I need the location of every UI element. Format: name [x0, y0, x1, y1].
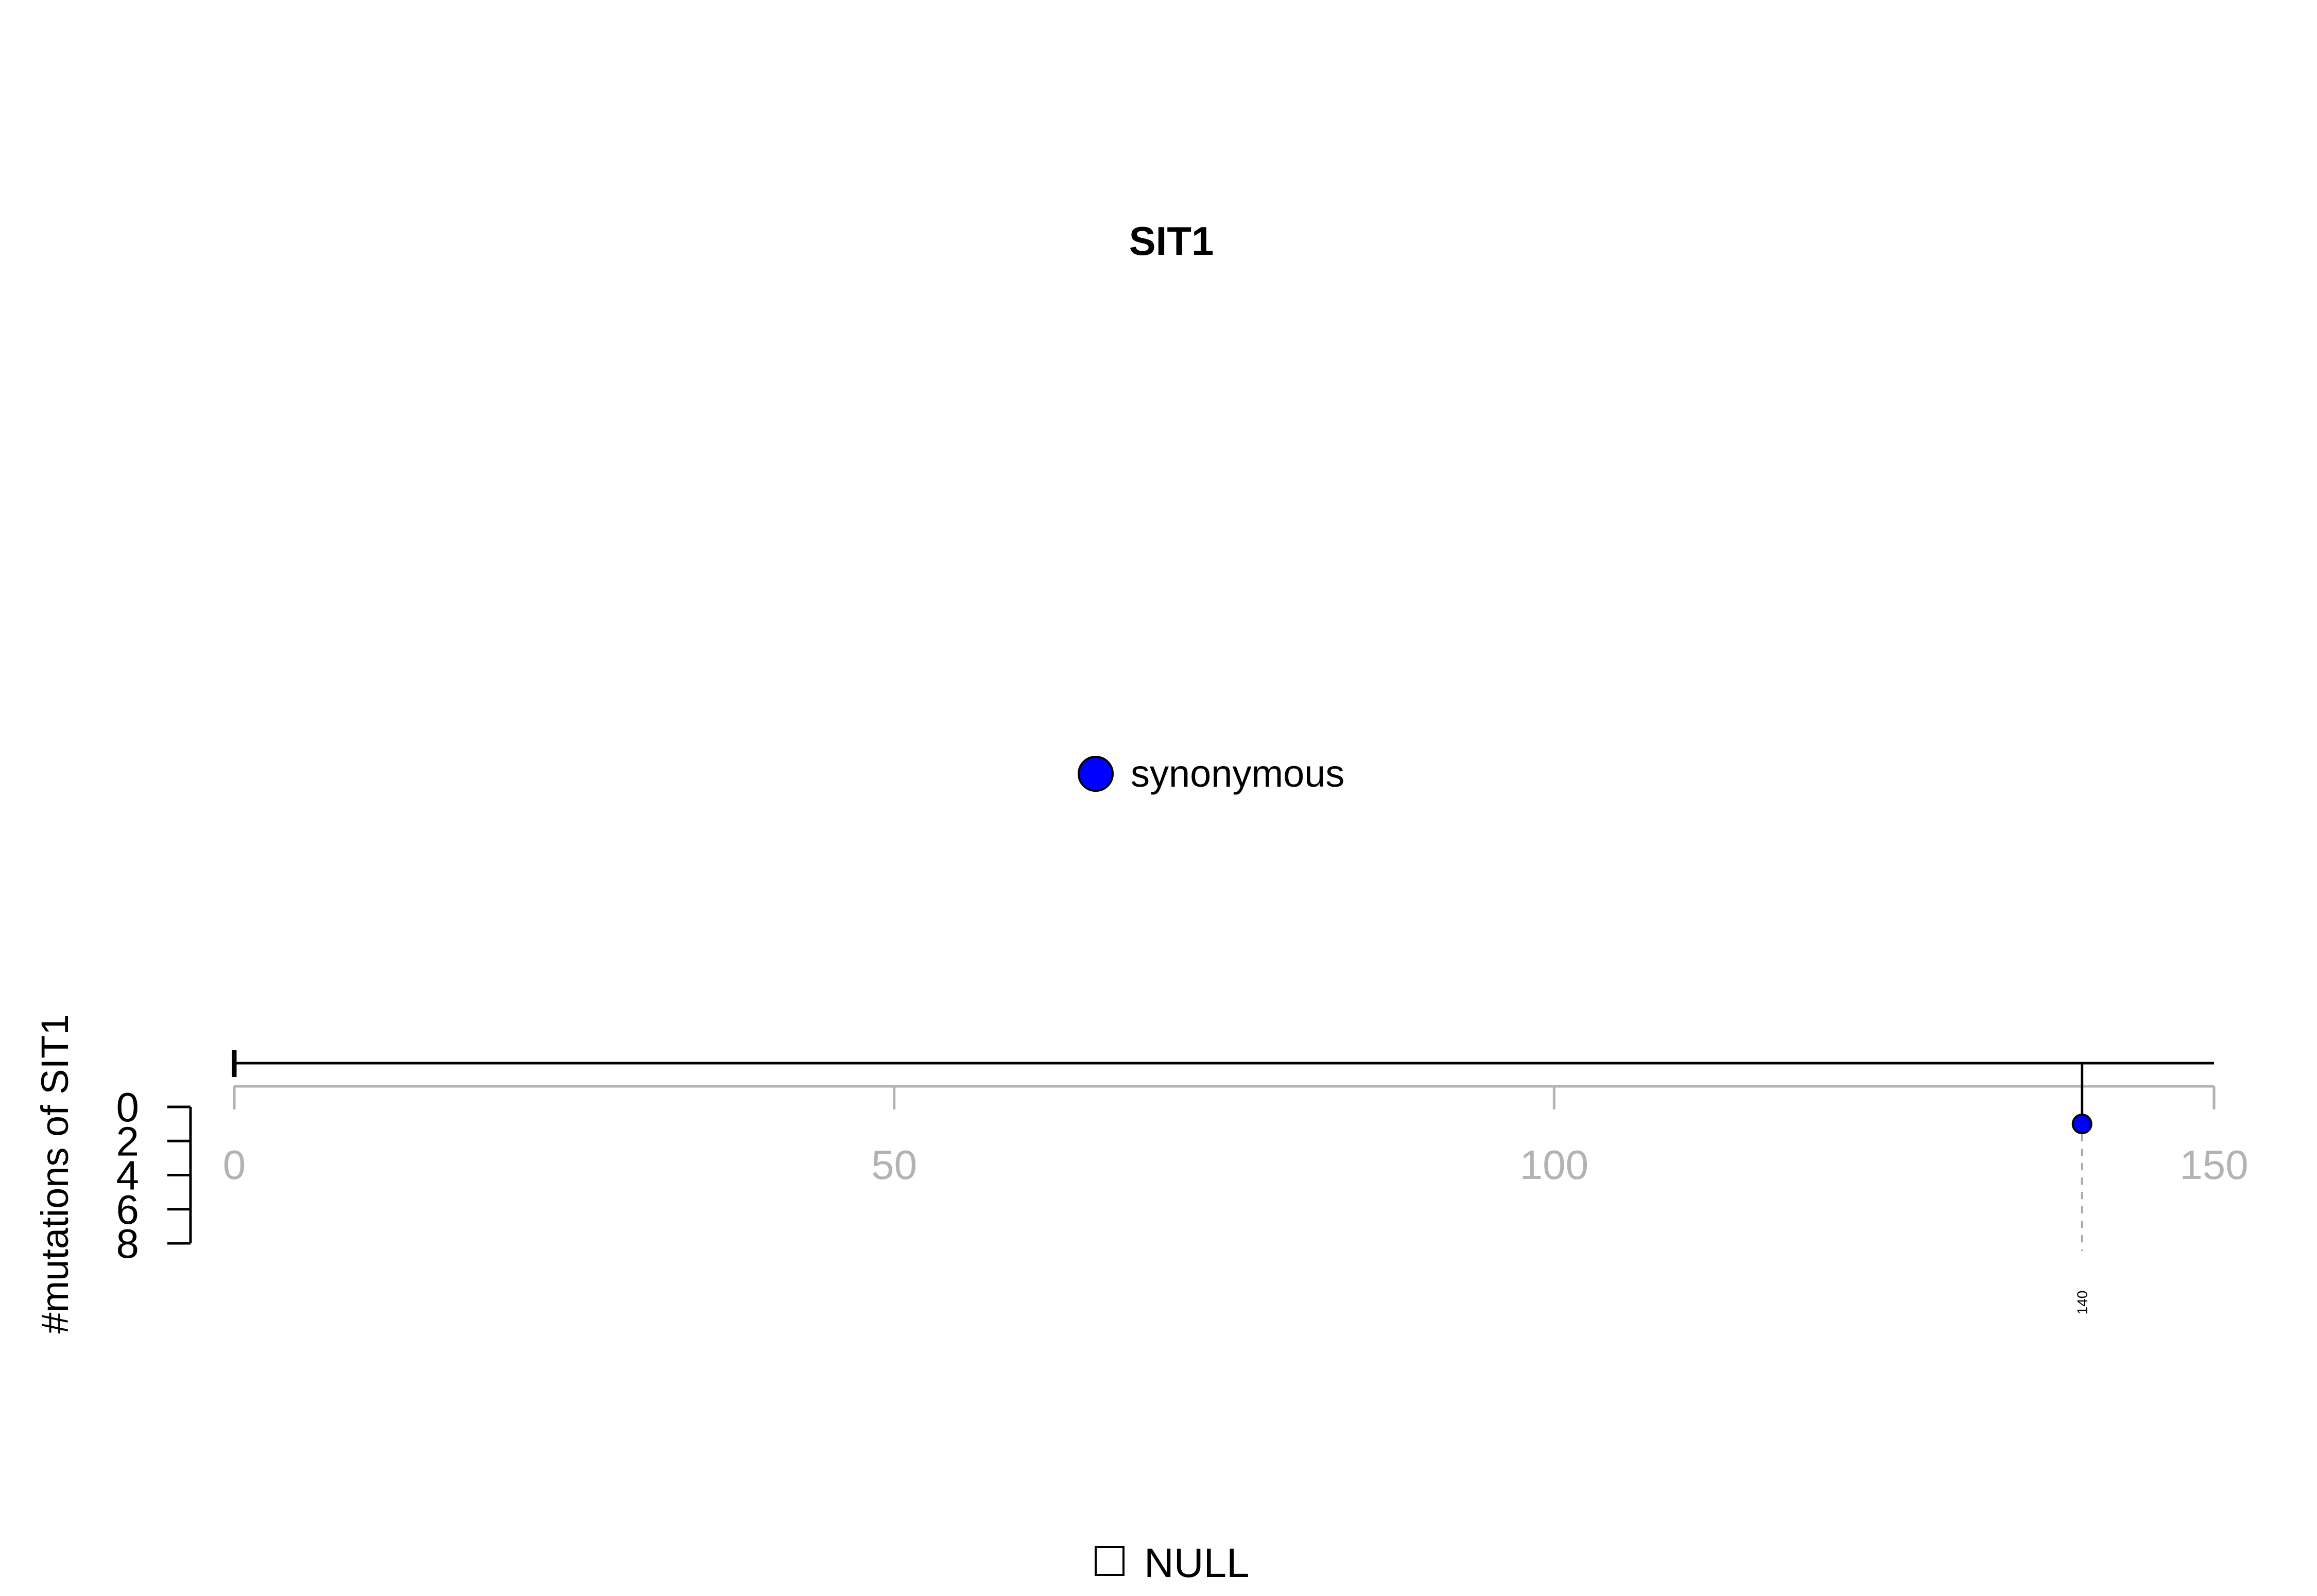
- x-tick-label: 50: [871, 1142, 917, 1188]
- mutation-position-label: 140: [2074, 1291, 2090, 1315]
- domain-legend: NULL: [1095, 1540, 1250, 1586]
- chart-title: SIT1: [1129, 218, 1214, 264]
- x-tick-label: 0: [223, 1142, 246, 1188]
- y-tick-label: 8: [116, 1221, 140, 1267]
- legend-label-synonymous: synonymous: [1131, 752, 1344, 795]
- y-tick-label: 4: [116, 1153, 140, 1199]
- legend-marker-synonymous: [1078, 756, 1114, 792]
- mutation-lollipops: 140: [2071, 1063, 2093, 1315]
- mutation-point: [2071, 1114, 2093, 1135]
- legend-domain-swatch: [1095, 1546, 1125, 1576]
- mutation-type-legend: synonymous: [1078, 752, 1344, 795]
- y-tick-label: 0: [116, 1084, 140, 1130]
- x-axis: 0 50 100 150: [223, 1085, 2249, 1188]
- y-axis-label: #mutations of SIT1: [33, 1014, 76, 1333]
- y-tick-label: 2: [116, 1118, 140, 1164]
- x-tick-label: 150: [2180, 1142, 2248, 1188]
- legend-domain-label: NULL: [1144, 1540, 1250, 1586]
- x-tick-label: 100: [1520, 1142, 1588, 1188]
- y-tick-label: 6: [116, 1187, 140, 1233]
